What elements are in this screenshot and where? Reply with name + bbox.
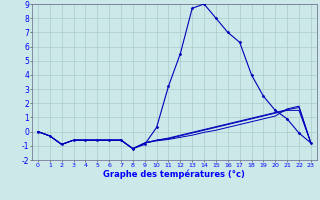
- X-axis label: Graphe des températures (°c): Graphe des températures (°c): [103, 169, 245, 179]
